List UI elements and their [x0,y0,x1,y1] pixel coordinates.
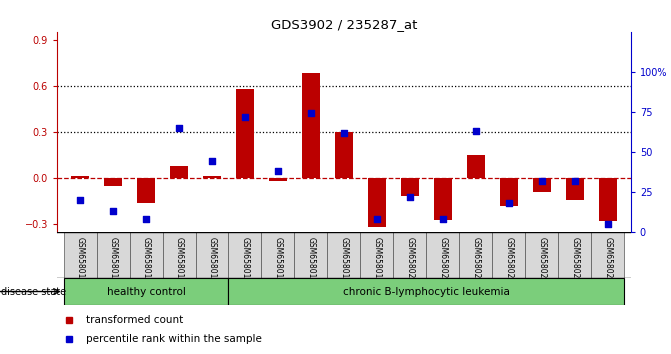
Text: GSM658021: GSM658021 [438,238,448,284]
Bar [236,89,254,178]
Text: chronic B-lymphocytic leukemia: chronic B-lymphocytic leukemia [343,286,510,297]
Text: GSM658014: GSM658014 [207,238,217,284]
Bar [203,177,221,178]
Bar [459,232,493,278]
Bar [525,232,558,278]
Bar [558,232,591,278]
Bar [137,178,155,202]
Point [372,216,382,222]
Bar [64,278,229,305]
Text: percentile rank within the sample: percentile rank within the sample [86,334,262,344]
Point [272,168,283,174]
Text: GSM658019: GSM658019 [372,238,381,284]
Point [207,159,217,164]
Bar [433,178,452,219]
Point [108,208,119,214]
Bar [566,178,584,200]
Text: disease state: disease state [1,287,66,297]
Bar [170,166,188,178]
Text: GSM658017: GSM658017 [307,238,315,284]
Text: GSM658015: GSM658015 [240,238,250,284]
Text: GSM658026: GSM658026 [603,238,612,284]
Text: GSM658012: GSM658012 [142,238,150,284]
Text: GSM658018: GSM658018 [340,238,348,284]
Point [74,197,85,203]
Bar [426,232,459,278]
Text: healthy control: healthy control [107,286,185,297]
Text: transformed count: transformed count [86,315,183,325]
Bar [229,232,262,278]
Bar [295,232,327,278]
Text: GSM658011: GSM658011 [109,238,117,284]
Point [339,130,350,136]
Text: GSM658020: GSM658020 [405,238,414,284]
Bar [393,232,426,278]
Bar [130,232,162,278]
Point [141,216,152,222]
Bar [467,155,485,178]
Bar [591,232,624,278]
Bar [368,178,386,227]
Text: GSM658023: GSM658023 [504,238,513,284]
Point [405,194,415,200]
Bar [533,178,551,192]
Point [503,200,514,206]
Bar [97,232,130,278]
Point [305,111,316,116]
Bar [162,232,195,278]
Point [470,128,481,134]
Text: GSM658016: GSM658016 [274,238,282,284]
Bar [327,232,360,278]
Bar [599,178,617,221]
Text: GSM658010: GSM658010 [76,238,85,284]
Bar [104,178,122,186]
Bar [269,178,287,181]
Point [174,125,185,131]
Bar [262,232,295,278]
Bar [500,178,518,206]
Text: GSM658025: GSM658025 [570,238,579,284]
Point [536,178,547,183]
Bar [360,232,393,278]
Bar [335,132,353,178]
Text: GSM658022: GSM658022 [471,238,480,284]
Bar [71,177,89,178]
Point [603,221,613,227]
Point [437,216,448,222]
Bar [401,178,419,196]
Point [240,114,250,120]
Bar [195,232,229,278]
Text: GSM658013: GSM658013 [174,238,184,284]
Bar [493,232,525,278]
Point [569,178,580,183]
Bar [302,73,320,178]
Title: GDS3902 / 235287_at: GDS3902 / 235287_at [270,18,417,31]
Text: GSM658024: GSM658024 [537,238,546,284]
Bar [229,278,624,305]
Bar [64,232,97,278]
